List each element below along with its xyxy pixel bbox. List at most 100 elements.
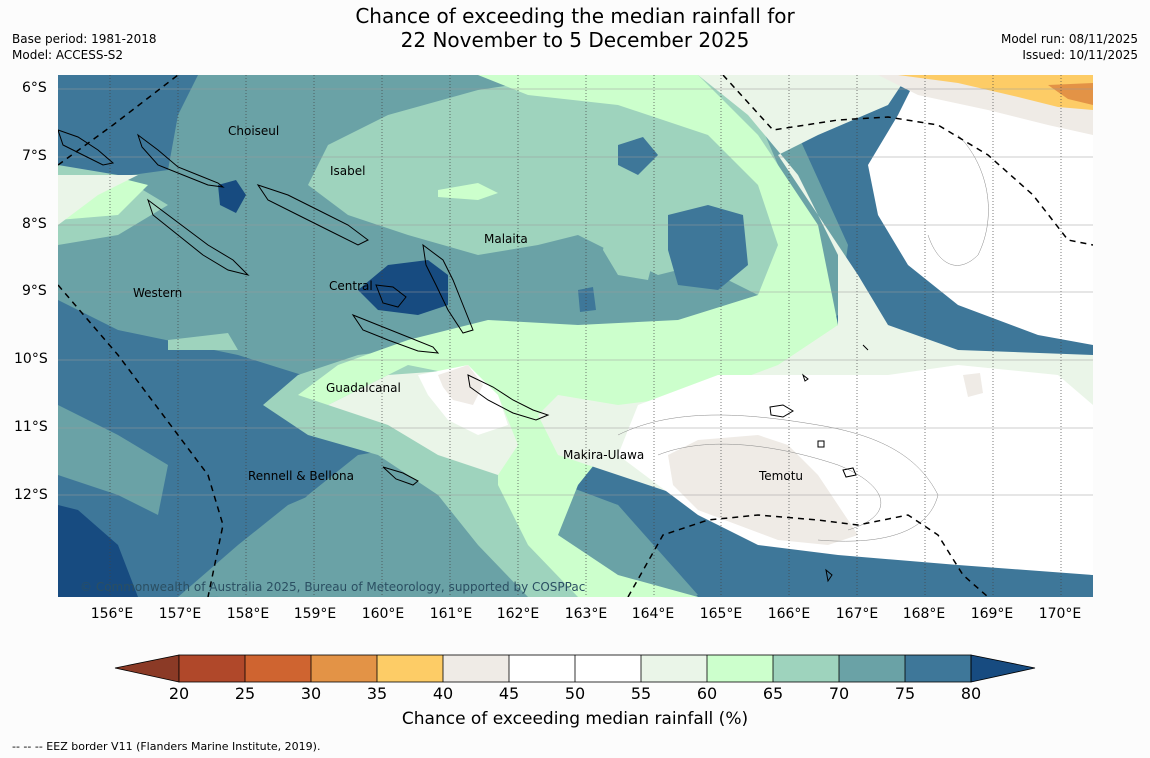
lon-label: 170°E (1038, 606, 1082, 622)
lon-label: 157°E (158, 606, 202, 622)
colorbar-segment (509, 655, 575, 682)
region-label-central: Central (329, 279, 373, 293)
lat-label: 10°S (14, 351, 48, 367)
eez-footnote: -- -- -- EEZ border V11 (Flanders Marine… (12, 740, 321, 753)
rainfall-map (58, 75, 1093, 597)
lon-label: 162°E (496, 606, 540, 622)
region-label-isabel: Isabel (330, 164, 366, 178)
title-line-1: Chance of exceeding the median rainfall … (355, 4, 795, 28)
temotu-island-d (825, 568, 833, 583)
colorbar-tick: 30 (300, 684, 322, 703)
guadalcanal-coast (351, 313, 440, 354)
colorbar-tick: 25 (234, 684, 256, 703)
bougainville-coast (58, 129, 115, 166)
colorbar-segment (773, 655, 839, 682)
choiseul-coast (137, 133, 225, 188)
title-line-2: 22 November to 5 December 2025 (400, 28, 750, 52)
band-80-plus-b (58, 505, 138, 597)
colorbar-tick: 80 (960, 684, 982, 703)
lat-label: 6°S (22, 80, 47, 96)
lon-label: 164°E (631, 606, 675, 622)
band-75-80-patch (578, 137, 748, 312)
lat-label: 11°S (14, 419, 48, 435)
lon-label: 160°E (361, 606, 405, 622)
model-name: Model: ACCESS-S2 (12, 48, 124, 62)
meta-left: Base period: 1981-2018 Model: ACCESS-S2 (12, 31, 157, 63)
region-label-guadalcanal: Guadalcanal (326, 381, 401, 395)
lon-label: 168°E (902, 606, 946, 622)
region-label-choiseul: Choiseul (228, 124, 280, 138)
colorbar-segment (707, 655, 773, 682)
region-label-western: Western (133, 286, 183, 300)
colorbar-segment (179, 655, 245, 682)
colorbar-segment (245, 655, 311, 682)
malaita-coast (422, 243, 474, 334)
colorbar-tick: 60 (696, 684, 718, 703)
colorbar-tick: 65 (762, 684, 784, 703)
copyright-notice: © Commonwealth of Australia 2025, Bureau… (80, 580, 586, 594)
band-50-55 (418, 75, 1093, 575)
colorbar-segment (311, 655, 377, 682)
colorbar-extend-low (114, 654, 180, 683)
central-coast (375, 284, 407, 308)
temotu-island-a (769, 404, 794, 418)
band-65-70 (58, 75, 818, 597)
colorbar-tick: 50 (564, 684, 586, 703)
lon-label: 165°E (699, 606, 743, 622)
colorbar-segment (641, 655, 707, 682)
colorbar-segment (443, 655, 509, 682)
map-title: Chance of exceeding the median rainfall … (0, 4, 1150, 52)
lon-label: 163°E (564, 606, 608, 622)
lat-label: 9°S (22, 283, 47, 299)
colorbar-segment (905, 655, 971, 682)
lon-label: 159°E (293, 606, 337, 622)
lat-label: 12°S (14, 487, 48, 503)
temotu-island-c (817, 440, 825, 448)
lon-label: 169°E (970, 606, 1014, 622)
lat-label: 7°S (22, 148, 47, 164)
colorbar-label: Chance of exceeding median rainfall (%) (401, 709, 749, 729)
region-label-makira-ulawa: Makira-Ulawa (563, 448, 645, 462)
rennell-coast (382, 466, 419, 486)
isabel-coast (256, 184, 369, 246)
lon-label: 166°E (767, 606, 811, 622)
colorbar-tick: 45 (498, 684, 520, 703)
colorbar-tick: 35 (366, 684, 388, 703)
band-60-65 (58, 75, 1093, 597)
base-period: Base period: 1981-2018 (12, 32, 157, 46)
lon-label: 161°E (429, 606, 473, 622)
meta-right: Model run: 08/11/2025 Issued: 10/11/2025 (1001, 31, 1138, 63)
model-run: Model run: 08/11/2025 (1000, 32, 1138, 46)
lat-label: 8°S (22, 216, 47, 232)
small-island (862, 344, 869, 351)
region-label-malaita: Malaita (484, 232, 528, 246)
makira-coast (467, 374, 550, 421)
colorbar-segment (575, 655, 641, 682)
region-label-rennell-bellona: Rennell & Bellona (248, 469, 355, 483)
band-35-40 (898, 75, 1093, 110)
colorbar-tick: 75 (894, 684, 916, 703)
colorbar-extend-high (970, 654, 1036, 683)
lon-label: 167°E (835, 606, 879, 622)
western-coast (147, 198, 250, 276)
colorbar (114, 654, 1036, 683)
eez-north (58, 75, 179, 166)
colorbar-tick: 55 (630, 684, 652, 703)
colorbar-tick: 40 (432, 684, 454, 703)
colorbar-tick: 70 (828, 684, 850, 703)
band-80-plus-c (218, 180, 246, 213)
colorbar-tick: 20 (168, 684, 190, 703)
lon-label: 158°E (226, 606, 270, 622)
band-80-plus-a (358, 260, 448, 315)
temotu-island-b (842, 467, 857, 478)
region-label-temotu: Temotu (759, 469, 804, 483)
colorbar-segment (839, 655, 905, 682)
band-65-70-patch-b (603, 215, 658, 280)
eez-east (722, 75, 1093, 246)
lon-label: 156°E (90, 606, 134, 622)
band-45-50 (438, 75, 1093, 545)
anuta-island (801, 373, 809, 382)
issued-date: Issued: 10/11/2025 (1022, 48, 1138, 62)
band-30-35 (1048, 83, 1093, 105)
colorbar-segment (377, 655, 443, 682)
